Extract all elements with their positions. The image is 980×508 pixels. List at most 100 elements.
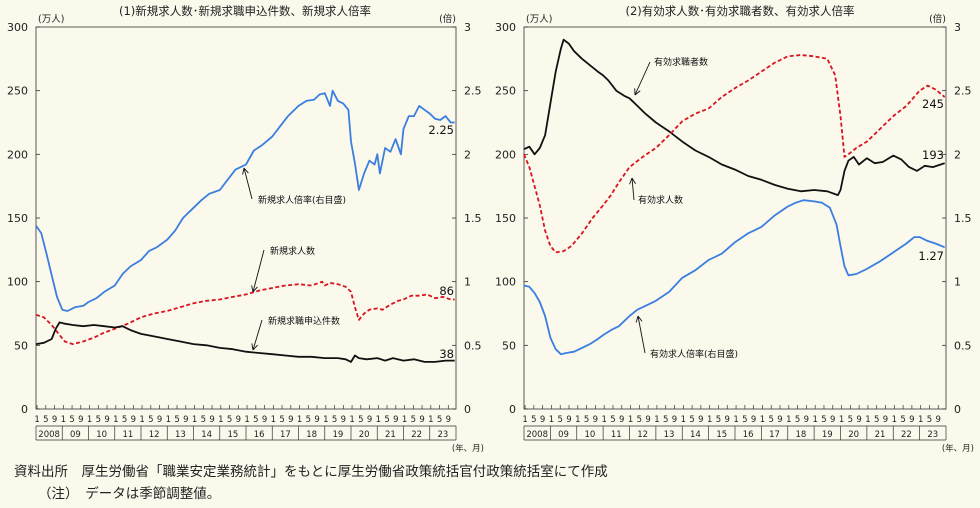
- x-year-label: 12: [637, 430, 648, 440]
- end-value-label: 2.25: [428, 123, 454, 137]
- x-year-label: 16: [254, 430, 265, 440]
- x-month-label: 1: [549, 415, 554, 425]
- x-year-label: 12: [149, 430, 160, 440]
- x-month-label: 5: [122, 415, 127, 425]
- x-month-label: 1: [760, 415, 765, 425]
- x-month-label: 9: [672, 415, 677, 425]
- y-right-tick-label: 2: [954, 148, 961, 161]
- y-left-tick-label: 300: [7, 21, 28, 34]
- x-month-label: 1: [349, 415, 354, 425]
- x-unit-label: (年、月): [942, 443, 974, 454]
- series-line-0: [35, 89, 455, 312]
- x-year-label: 23: [927, 430, 938, 440]
- x-month-label: 1: [575, 415, 580, 425]
- y-left-tick-label: 150: [495, 212, 516, 225]
- x-month-label: 1: [918, 415, 923, 425]
- x-month-label: 5: [795, 415, 800, 425]
- series-callout-label: 新規求人数: [270, 245, 315, 257]
- chart-new-job-openings: (1)新規求人数･新規求職申込件数、新規求人倍率(万人) (倍)050100150…: [7, 4, 484, 454]
- x-month-label: 1: [681, 415, 686, 425]
- x-month-label: 5: [174, 415, 179, 425]
- y-left-unit: (万人): [38, 14, 64, 25]
- series-line-0: [523, 38, 945, 196]
- x-month-label: 5: [558, 415, 563, 425]
- x-year-label: 20: [359, 430, 370, 440]
- x-month-label: 5: [69, 415, 74, 425]
- x-month-label: 5: [716, 415, 721, 425]
- y-left-tick-label: 250: [7, 85, 28, 98]
- x-month-label: 9: [341, 415, 346, 425]
- x-year-label: 10: [96, 430, 107, 440]
- y-left-unit: (万人): [526, 14, 552, 25]
- x-year-label: 09: [70, 430, 81, 440]
- x-month-label: 1: [218, 415, 223, 425]
- x-year-label: 14: [690, 430, 701, 440]
- x-month-label: 9: [314, 415, 319, 425]
- x-month-label: 1: [271, 415, 276, 425]
- x-month-label: 9: [419, 415, 424, 425]
- x-month-label: 9: [909, 415, 914, 425]
- y-right-tick-label: 1: [954, 276, 961, 289]
- end-value-label: 193: [922, 148, 944, 162]
- callout-line: [634, 61, 651, 96]
- y-right-tick-label: 2.5: [954, 85, 972, 98]
- y-right-tick-label: 0.5: [954, 339, 972, 352]
- x-month-label: 9: [698, 415, 703, 425]
- x-month-label: 5: [384, 415, 389, 425]
- callout-line: [637, 315, 646, 354]
- x-month-label: 9: [367, 415, 372, 425]
- callout-arrowhead: [242, 167, 249, 175]
- x-month-label: 1: [402, 415, 407, 425]
- x-month-label: 1: [139, 415, 144, 425]
- x-year-label: 21: [385, 430, 396, 440]
- x-month-label: 9: [183, 415, 188, 425]
- y-left-tick-label: 250: [495, 85, 516, 98]
- x-year-label: 23: [437, 430, 448, 440]
- x-month-label: 5: [531, 415, 536, 425]
- x-month-label: 1: [733, 415, 738, 425]
- x-month-label: 5: [848, 415, 853, 425]
- end-value-label: 1.27: [918, 249, 944, 263]
- y-right-tick-label: 0: [464, 403, 471, 416]
- x-year-label: 11: [611, 430, 622, 440]
- callout-arrowhead: [635, 315, 643, 323]
- x-month-label: 5: [927, 415, 932, 425]
- x-month-label: 5: [742, 415, 747, 425]
- x-month-label: 5: [637, 415, 642, 425]
- x-month-label: 9: [104, 415, 109, 425]
- y-left-tick-label: 100: [7, 276, 28, 289]
- x-month-label: 9: [446, 415, 451, 425]
- y-right-unit: (倍): [929, 13, 946, 25]
- y-left-tick-label: 200: [495, 148, 516, 161]
- x-month-label: 5: [769, 415, 774, 425]
- x-month-label: 5: [689, 415, 694, 425]
- x-year-label: 19: [822, 430, 833, 440]
- x-month-label: 9: [619, 415, 624, 425]
- y-right-tick-label: 1: [464, 276, 471, 289]
- x-month-label: 5: [306, 415, 311, 425]
- x-year-label: 21: [875, 430, 886, 440]
- x-month-label: 9: [777, 415, 782, 425]
- y-right-tick-label: 0: [954, 403, 961, 416]
- x-month-label: 5: [148, 415, 153, 425]
- x-month-label: 1: [34, 415, 39, 425]
- y-left-tick-label: 150: [7, 212, 28, 225]
- x-year-label: 2008: [526, 430, 548, 440]
- x-month-label: 1: [61, 415, 66, 425]
- x-year-label: 18: [796, 430, 807, 440]
- x-month-label: 5: [279, 415, 284, 425]
- callout-line: [252, 249, 265, 293]
- series-line-1: [523, 54, 946, 254]
- chart-title: (1)新規求人数･新規求職申込件数、新規求人倍率: [119, 4, 371, 18]
- x-month-label: 5: [411, 415, 416, 425]
- x-month-label: 5: [663, 415, 668, 425]
- x-month-label: 5: [96, 415, 101, 425]
- y-right-tick-label: 1.5: [464, 212, 482, 225]
- x-month-label: 5: [610, 415, 615, 425]
- callout-arrowhead: [251, 343, 258, 351]
- x-month-label: 9: [236, 415, 241, 425]
- y-left-tick-label: 300: [495, 21, 516, 34]
- x-month-label: 1: [87, 415, 92, 425]
- x-month-label: 9: [288, 415, 293, 425]
- chart-title: (2)有効求人数･有効求職者数、有効求人倍率: [625, 4, 854, 18]
